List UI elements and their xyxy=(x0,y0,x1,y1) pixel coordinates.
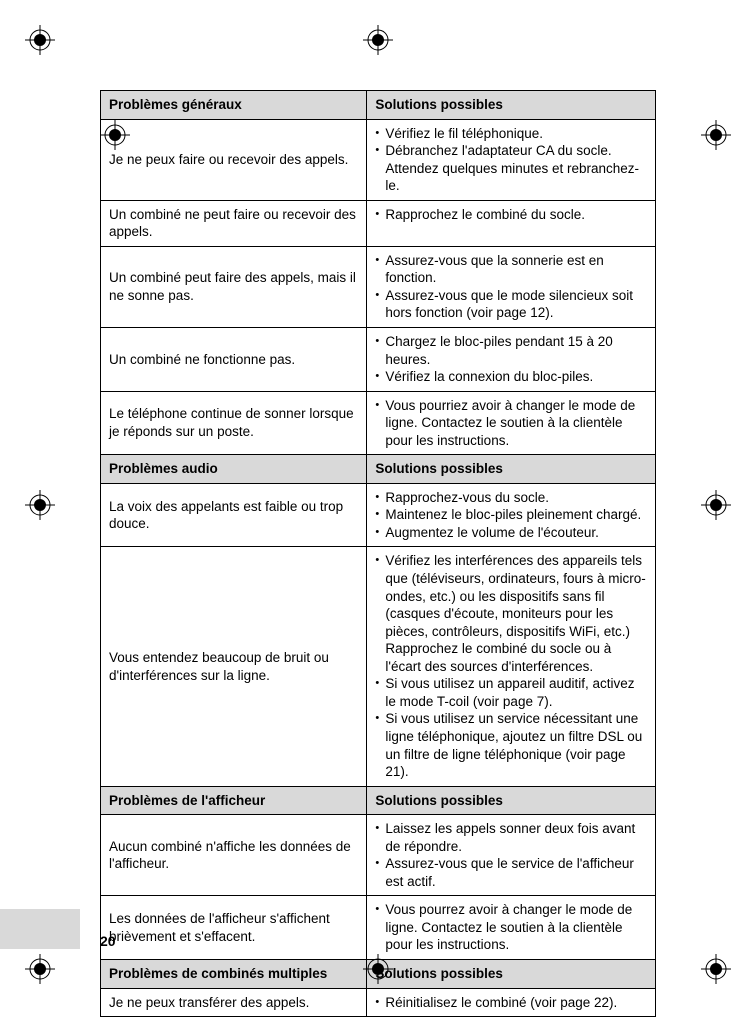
header-problems: Problèmes de combinés multiples xyxy=(101,959,367,988)
header-problems: Problèmes de l'afficheur xyxy=(101,786,367,815)
solution-item: Vous pourrez avoir à changer le mode de … xyxy=(375,901,647,954)
registration-mark-icon xyxy=(25,25,55,55)
solution-item: Augmentez le volume de l'écouteur. xyxy=(375,524,647,542)
table-row: La voix des appelants est faible ou trop… xyxy=(101,483,656,547)
problem-cell: Un combiné ne peut faire ou recevoir des… xyxy=(101,200,367,246)
solution-item: Vérifiez le fil téléphonique. xyxy=(375,125,647,143)
problem-cell: La voix des appelants est faible ou trop… xyxy=(101,483,367,547)
problem-cell: Le téléphone continue de sonner lorsque … xyxy=(101,391,367,455)
section-header-row: Problèmes audio Solutions possibles xyxy=(101,455,656,484)
header-problems: Problèmes généraux xyxy=(101,91,367,120)
header-solutions: Solutions possibles xyxy=(367,455,656,484)
table-row: Je ne peux faire ou recevoir des appels.… xyxy=(101,119,656,200)
table-row: Un combiné ne fonctionne pas. Chargez le… xyxy=(101,328,656,392)
registration-mark-icon xyxy=(100,120,130,150)
problem-cell: Un combiné peut faire des appels, mais i… xyxy=(101,246,367,327)
table-row: Aucun combiné n'affiche les données de l… xyxy=(101,815,656,896)
solution-item: Maintenez le bloc-piles pleinement charg… xyxy=(375,506,647,524)
solution-cell: Laissez les appels sonner deux fois avan… xyxy=(367,815,656,896)
solution-cell: Vérifiez le fil téléphonique.Débranchez … xyxy=(367,119,656,200)
solution-cell: Assurez-vous que la sonnerie est en fonc… xyxy=(367,246,656,327)
registration-mark-icon xyxy=(363,25,393,55)
solution-item: Vous pourriez avoir à changer le mode de… xyxy=(375,397,647,450)
registration-mark-icon xyxy=(25,954,55,984)
table-row: Les données de l'afficheur s'affichent b… xyxy=(101,896,656,960)
solution-item: Si vous utilisez un service nécessitant … xyxy=(375,710,647,780)
solution-item: Chargez le bloc-piles pendant 15 à 20 he… xyxy=(375,333,647,368)
solution-cell: Rapprochez le combiné du socle. xyxy=(367,200,656,246)
problem-cell: Un combiné ne fonctionne pas. xyxy=(101,328,367,392)
problem-cell: Vous entendez beaucoup de bruit ou d'int… xyxy=(101,547,367,786)
registration-mark-icon xyxy=(701,490,731,520)
solution-item: Assurez-vous que le mode silencieux soit… xyxy=(375,287,647,322)
table-row: Un combiné peut faire des appels, mais i… xyxy=(101,246,656,327)
solution-item: Assurez-vous que le service de l'affiche… xyxy=(375,855,647,890)
solution-item: Assurez-vous que la sonnerie est en fonc… xyxy=(375,252,647,287)
section-header-row: Problèmes généraux Solutions possibles xyxy=(101,91,656,120)
solution-cell: Réinitialisez le combiné (voir page 22). xyxy=(367,988,656,1017)
solution-item: Vérifiez les interférences des appareils… xyxy=(375,552,647,675)
header-solutions: Solutions possibles xyxy=(367,786,656,815)
solution-item: Si vous utilisez un appareil auditif, ac… xyxy=(375,675,647,710)
solution-cell: Vérifiez les interférences des appareils… xyxy=(367,547,656,786)
table-row: Je ne peux transférer des appels. Réinit… xyxy=(101,988,656,1017)
page-number: 20 xyxy=(100,933,116,949)
problem-cell: Les données de l'afficheur s'affichent b… xyxy=(101,896,367,960)
solution-item: Réinitialisez le combiné (voir page 22). xyxy=(375,994,647,1012)
problem-cell: Je ne peux transférer des appels. xyxy=(101,988,367,1017)
solution-cell: Vous pourrez avoir à changer le mode de … xyxy=(367,896,656,960)
registration-mark-icon xyxy=(701,954,731,984)
solution-item: Rapprochez le combiné du socle. xyxy=(375,206,647,224)
solution-item: Débranchez l'adaptateur CA du socle. Att… xyxy=(375,142,647,195)
table-row: Un combiné ne peut faire ou recevoir des… xyxy=(101,200,656,246)
solution-cell: Vous pourriez avoir à changer le mode de… xyxy=(367,391,656,455)
table-row: Vous entendez beaucoup de bruit ou d'int… xyxy=(101,547,656,786)
solution-cell: Rapprochez-vous du socle.Maintenez le bl… xyxy=(367,483,656,547)
header-solutions: Solutions possibles xyxy=(367,959,656,988)
registration-mark-icon xyxy=(25,490,55,520)
table-row: Le téléphone continue de sonner lorsque … xyxy=(101,391,656,455)
solution-item: Rapprochez-vous du socle. xyxy=(375,489,647,507)
registration-mark-icon xyxy=(701,120,731,150)
header-problems: Problèmes audio xyxy=(101,455,367,484)
page-tab-block xyxy=(0,909,80,949)
troubleshooting-table: Problèmes généraux Solutions possibles J… xyxy=(100,90,656,1017)
registration-mark-icon xyxy=(363,954,393,984)
solution-cell: Chargez le bloc-piles pendant 15 à 20 he… xyxy=(367,328,656,392)
page: Problèmes généraux Solutions possibles J… xyxy=(0,0,756,1009)
solution-item: Vérifiez la connexion du bloc-piles. xyxy=(375,368,647,386)
solution-item: Laissez les appels sonner deux fois avan… xyxy=(375,820,647,855)
header-solutions: Solutions possibles xyxy=(367,91,656,120)
section-header-row: Problèmes de l'afficheur Solutions possi… xyxy=(101,786,656,815)
problem-cell: Je ne peux faire ou recevoir des appels. xyxy=(101,119,367,200)
problem-cell: Aucun combiné n'affiche les données de l… xyxy=(101,815,367,896)
